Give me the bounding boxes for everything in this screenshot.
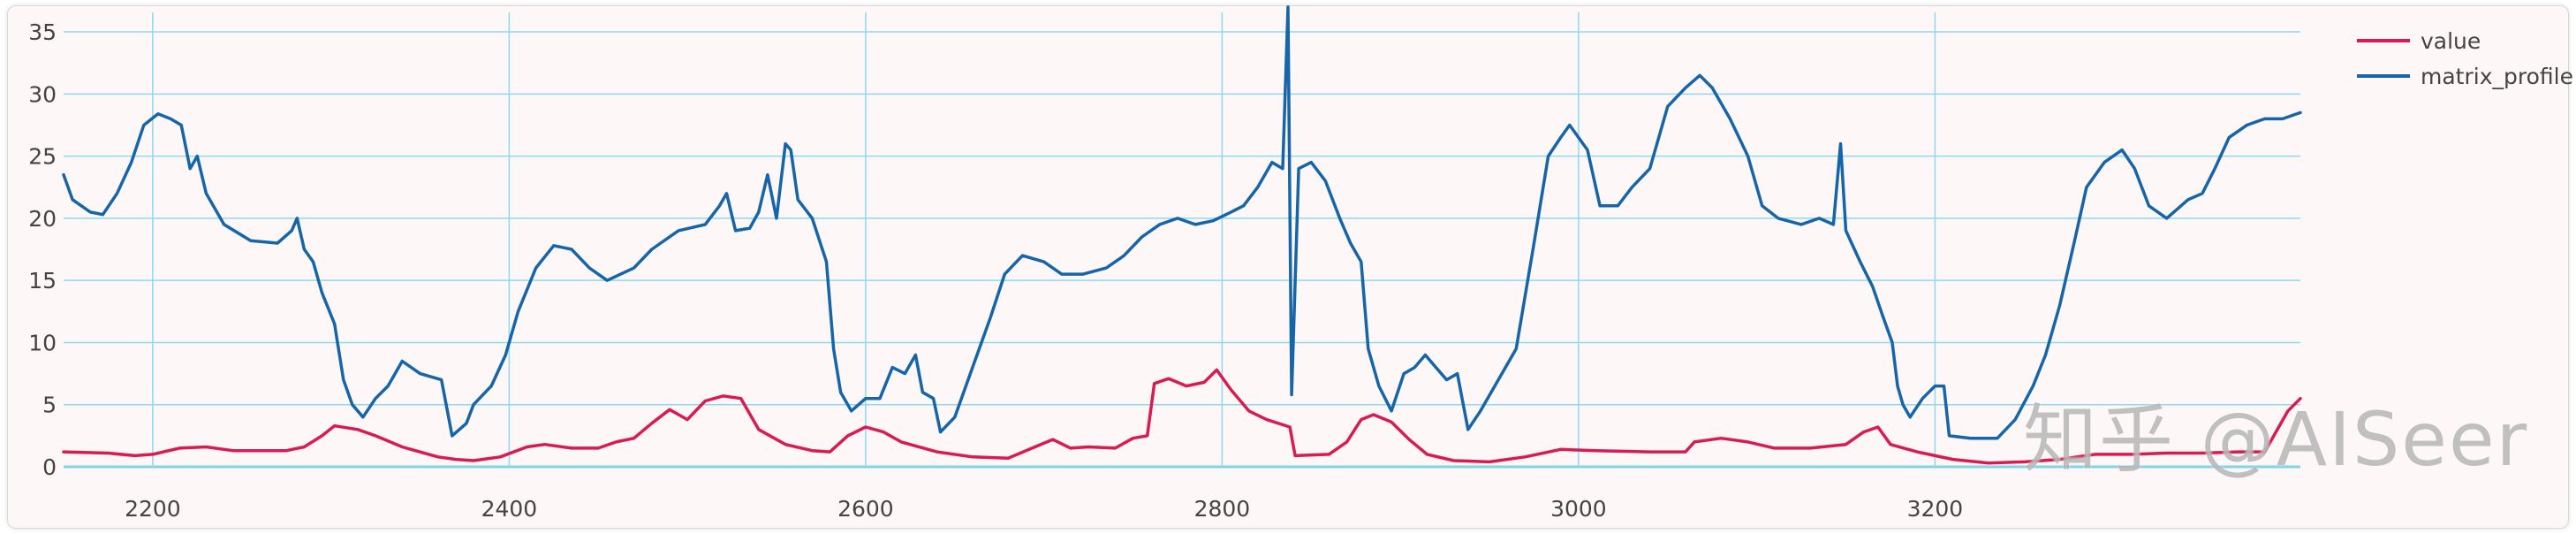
x-tick-label-1: 2400 xyxy=(481,496,538,522)
series-line-value xyxy=(62,368,2302,465)
y-tick-label-2: 10 xyxy=(28,330,57,355)
x-tick-label-0: 2200 xyxy=(125,496,181,522)
watermark: 知乎 @AISeer xyxy=(2023,396,2529,483)
x-tick-label-5: 3200 xyxy=(1907,496,1964,522)
legend-label-matrix-profile[interactable]: matrix_profile xyxy=(2421,64,2573,89)
y-tick-label-4: 20 xyxy=(28,206,57,232)
y-tick-label-6: 30 xyxy=(28,81,57,107)
y-tick-label-5: 25 xyxy=(28,144,57,170)
y-axis: 0 5 10 15 20 25 30 35 xyxy=(28,19,57,480)
x-axis: 2200 2400 2600 2800 3000 3200 xyxy=(125,496,1963,522)
y-tick-label-7: 35 xyxy=(28,19,57,45)
x-tick-label-3: 2800 xyxy=(1194,496,1251,522)
series-line-matrix-profile xyxy=(62,5,2302,440)
x-tick-label-4: 3000 xyxy=(1550,496,1607,522)
legend-label-value[interactable]: value xyxy=(2421,28,2481,54)
y-tick-label-1: 5 xyxy=(42,393,57,418)
y-tick-label-3: 15 xyxy=(28,268,57,294)
grid xyxy=(64,12,2300,469)
legend[interactable]: value matrix_profile xyxy=(2357,28,2573,89)
series-lines xyxy=(62,5,2302,465)
y-tick-label-0: 0 xyxy=(42,454,57,480)
x-tick-label-2: 2600 xyxy=(837,496,894,522)
